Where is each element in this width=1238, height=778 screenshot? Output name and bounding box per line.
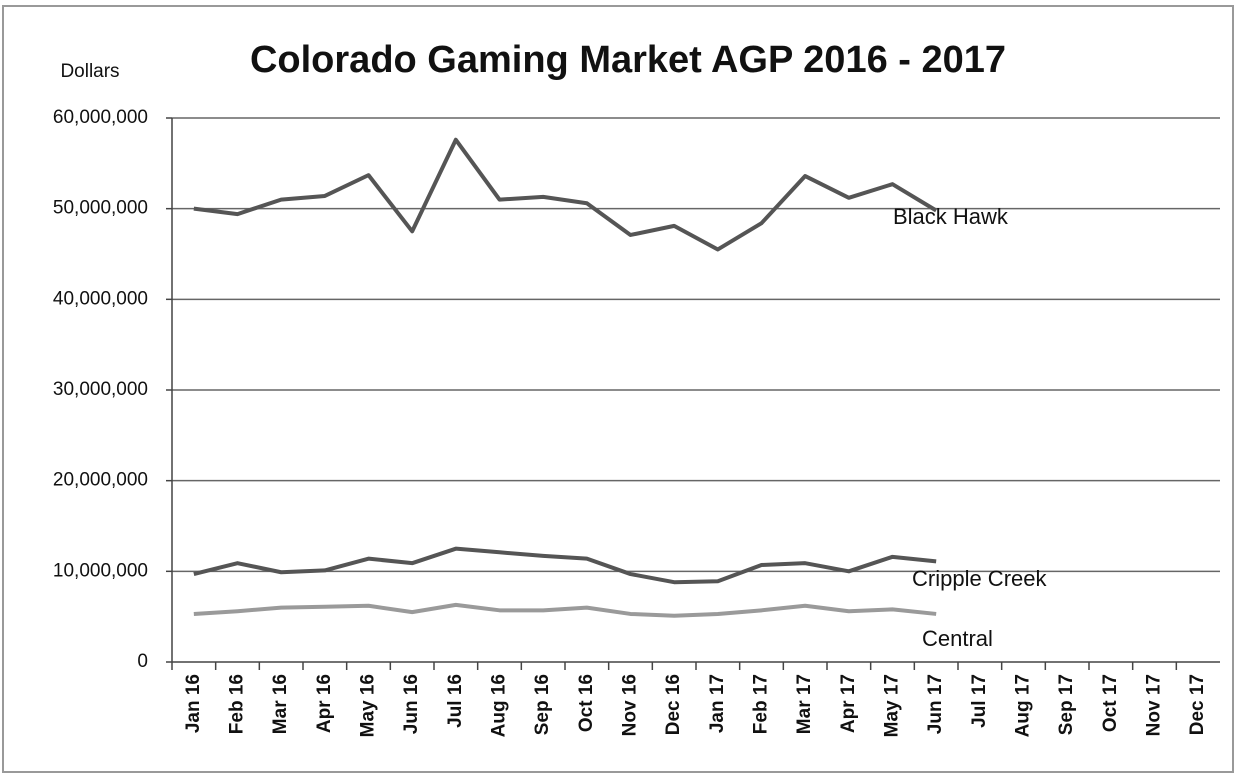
series-label: Cripple Creek <box>912 566 1047 591</box>
x-tick-label: Aug 17 <box>1013 674 1034 737</box>
x-tick-label: Nov 16 <box>620 674 641 736</box>
chart-frame <box>2 5 1234 773</box>
series-line <box>193 546 937 585</box>
x-tick-label: Oct 17 <box>1100 674 1121 732</box>
x-tick-label: Mar 17 <box>794 674 815 734</box>
x-tick-label: Dec 17 <box>1187 674 1208 735</box>
x-tick-label: Jul 17 <box>969 674 990 728</box>
y-tick-label: 50,000,000 <box>53 198 148 219</box>
x-tick-label: May 17 <box>882 674 903 737</box>
y-tick-label: 30,000,000 <box>53 379 148 400</box>
y-tick-label: 0 <box>137 651 148 672</box>
x-tick-label: Feb 17 <box>751 674 772 734</box>
x-tick-label: Oct 16 <box>576 674 597 732</box>
y-axis-label: Dollars <box>60 61 119 82</box>
y-tick-label: 60,000,000 <box>53 107 148 128</box>
series-label: Black Hawk <box>893 204 1009 229</box>
x-tick-label: Jun 17 <box>925 674 946 734</box>
x-tick-label: Nov 17 <box>1144 674 1165 736</box>
x-tick-label: Mar 16 <box>270 674 291 734</box>
x-tick-label: Apr 17 <box>838 674 859 733</box>
chart-title: Colorado Gaming Market AGP 2016 - 2017 <box>250 39 1006 81</box>
x-tick-label: Jul 16 <box>445 674 466 728</box>
x-tick-label: Dec 16 <box>663 674 684 735</box>
series-line <box>193 602 937 618</box>
x-tick-label: Apr 16 <box>314 674 335 733</box>
y-tick-label: 10,000,000 <box>53 560 148 581</box>
y-tick-label: 20,000,000 <box>53 470 148 491</box>
series-label: Central <box>922 626 993 651</box>
x-tick-label: Jan 17 <box>707 674 728 733</box>
x-tick-label: Jun 16 <box>401 674 422 734</box>
x-tick-label: May 16 <box>358 674 379 737</box>
series-line <box>193 137 938 252</box>
y-tick-label: 40,000,000 <box>53 288 148 309</box>
x-tick-label: Sep 16 <box>532 674 553 735</box>
x-tick-label: Sep 17 <box>1056 674 1077 735</box>
x-tick-label: Jan 16 <box>183 674 204 733</box>
x-tick-label: Feb 16 <box>227 674 248 734</box>
x-tick-label: Aug 16 <box>489 674 510 737</box>
